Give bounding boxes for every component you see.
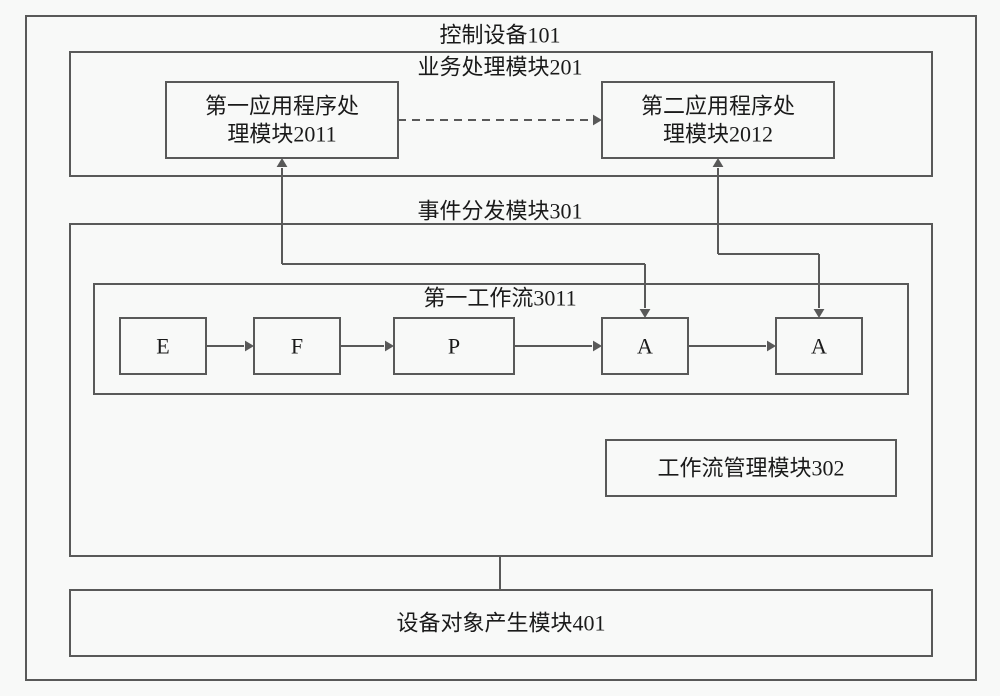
app2-line1: 第二应用程序处	[641, 94, 795, 119]
workflow-node-label-P: P	[448, 334, 460, 359]
app2-line2: 理模块2012	[663, 122, 773, 147]
device-object-gen-401-label: 设备对象产生模块401	[396, 611, 605, 636]
app1-line1: 第一应用程序处	[205, 94, 359, 119]
workflow-node-label-F: F	[291, 334, 303, 359]
device-101-title: 控制设备101	[439, 23, 560, 48]
workflow-node-label-A2: A	[811, 334, 827, 359]
workflow-mgmt-302-label: 工作流管理模块302	[657, 456, 844, 481]
workflow-node-label-E: E	[156, 334, 169, 359]
page-bg	[0, 0, 1000, 696]
app1-line2: 理模块2011	[227, 122, 336, 147]
workflow-3011-title: 第一工作流3011	[423, 286, 576, 311]
workflow-node-label-A1: A	[637, 334, 653, 359]
service-module-201-title: 业务处理模块201	[417, 55, 582, 80]
event-dispatch-301-title: 事件分发模块301	[417, 199, 582, 224]
